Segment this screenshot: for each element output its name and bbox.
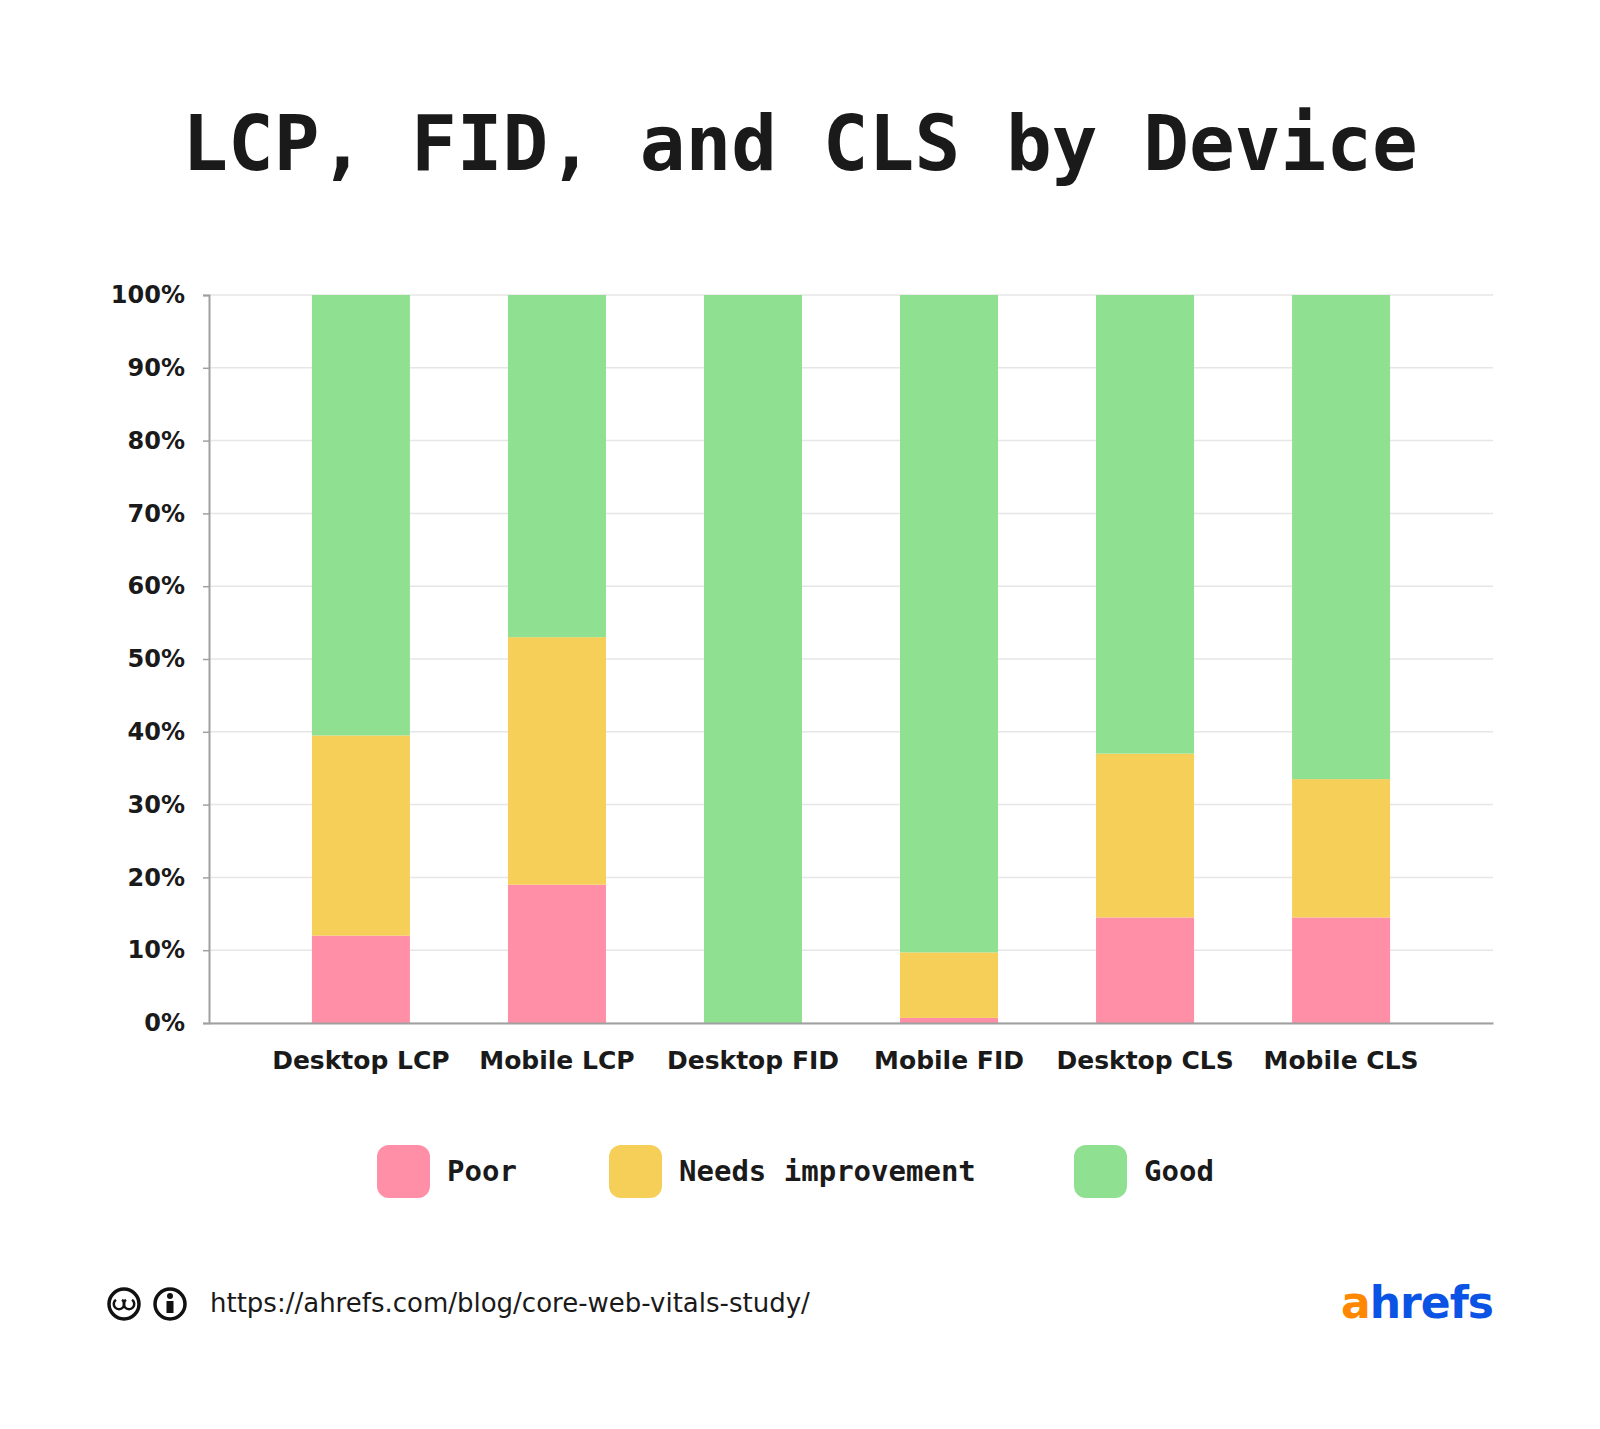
logo: ahrefs [1341,1277,1493,1328]
bar [1292,917,1390,1023]
bar [312,735,410,935]
bar [508,295,606,637]
legend: Poor Needs improvement Good [377,1145,1214,1198]
tick-mark [203,950,209,952]
bar [312,936,410,1023]
bar [1292,779,1390,917]
tick: Mobile FID [874,1023,1024,1075]
tick-label: 100% [111,281,185,309]
tick: 90% [128,354,209,382]
tick-mark [203,295,209,297]
tick: Desktop LCP [272,1023,450,1075]
title: LCP, FID, and CLS by Device [182,99,1417,188]
legend-item: Needs improvement [609,1145,976,1198]
legend-item: Poor [377,1145,517,1198]
legend-item: Good [1074,1145,1214,1198]
bar [1292,295,1390,779]
bar [1096,754,1194,918]
tick: Mobile LCP [479,1023,634,1075]
tick-label: 80% [128,427,185,455]
tick: 40% [128,718,209,746]
tick-label: 50% [128,645,185,673]
tick: 50% [128,645,209,673]
tick: 60% [128,572,209,600]
tick-label: 70% [128,500,185,528]
bar [704,295,802,1023]
legend-swatch [1074,1145,1127,1198]
legend-label: Good [1144,1154,1214,1188]
bar [1096,917,1194,1023]
bar [508,637,606,885]
tick: 20% [128,864,209,892]
tick-mark [203,368,209,370]
tick: Desktop CLS [1056,1023,1233,1075]
tick-label: Mobile LCP [479,1046,634,1075]
tick-label: 40% [128,718,185,746]
cc-icon [109,1289,139,1319]
tick-label: Mobile CLS [1264,1046,1419,1075]
tick-mark [203,659,209,661]
x-axis: Desktop LCP Mobile LCP Desktop FID Mobile F… [210,1023,1494,1075]
legend-swatch [609,1145,662,1198]
tick: Mobile CLS [1264,1023,1419,1075]
bar [312,295,410,735]
bars [312,295,1390,1023]
tick-mark [203,586,209,588]
by-icon [155,1289,185,1319]
chart: LCP, FID, and CLS by Device 0% 10% 20% 30% 40… [0,0,1600,1429]
by-icon-part [167,1301,174,1313]
tick-label: Desktop FID [667,1046,839,1075]
cc-icon-part [123,1299,136,1311]
grid [209,295,1493,1023]
tick-label: 0% [144,1009,185,1037]
tick-label: 20% [128,864,185,892]
axis-line [210,1023,1494,1025]
y-axis: 0% 10% 20% 30% 40% 50% 60% 70% 80% 90% 100% [111,281,210,1037]
tick: 100% [111,281,209,309]
tick: 30% [128,791,209,819]
bar [508,885,606,1023]
tick: 80% [128,427,209,455]
tick-mark [203,804,209,806]
tick-label: 10% [128,936,185,964]
bar [900,1018,998,1023]
tick: 70% [128,500,209,528]
series [312,885,1390,1023]
by-icon-part [167,1293,173,1299]
tick-mark [203,732,209,734]
legend-label: Needs improvement [679,1154,976,1188]
tick-mark [203,440,209,442]
tick: 10% [128,936,209,964]
bar [1096,295,1194,754]
license-icons [109,1289,185,1319]
tick-label: 90% [128,354,185,382]
tick-mark [203,513,209,515]
tick-label: Desktop CLS [1056,1046,1233,1075]
bar [900,295,998,952]
tick-label: Mobile FID [874,1046,1024,1075]
source-url: https://ahrefs.com/blog/core-web-vitals-… [210,1288,810,1318]
tick-label: Desktop LCP [272,1046,450,1075]
tick: Desktop FID [667,1023,839,1075]
series [312,637,1390,1018]
bar [900,952,998,1018]
tick-mark [203,1023,209,1025]
tick-mark [203,877,209,879]
legend-swatch [377,1145,430,1198]
tick-label: 60% [128,572,185,600]
axis-line [203,296,210,1024]
tick: 0% [144,1009,209,1037]
legend-label: Poor [447,1154,517,1188]
series [312,295,1390,1023]
tick-label: 30% [128,791,185,819]
